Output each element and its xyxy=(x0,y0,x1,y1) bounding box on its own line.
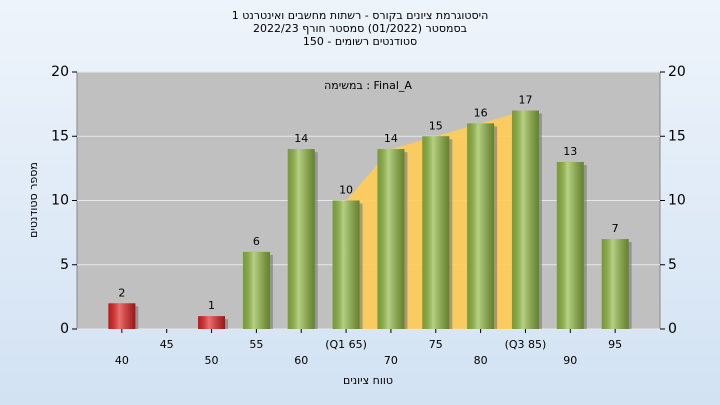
y2-tick-label: 5 xyxy=(668,257,677,273)
data-label: 2 xyxy=(118,286,125,299)
data-label: 10 xyxy=(339,184,353,197)
title-line: היסטוגרמת ציונים בקורס - רשתות מחשבים וא… xyxy=(232,9,489,22)
data-label: 13 xyxy=(563,145,577,158)
x-tick-label: 45 xyxy=(160,338,174,351)
y2-tick-label: 15 xyxy=(668,128,686,144)
data-label: 1 xyxy=(208,299,215,312)
data-label: 7 xyxy=(612,222,619,235)
x-tick-label: 60 xyxy=(294,354,308,367)
bar-shade xyxy=(422,136,450,329)
x-tick-label: 95 xyxy=(608,338,622,351)
bar-shade xyxy=(377,149,405,329)
title-line: בסמסטר (01/2022) סמסטר חורף 2022/23 xyxy=(253,22,467,35)
y-tick-label: 10 xyxy=(51,193,69,209)
y-tick-label: 5 xyxy=(60,257,69,273)
title-line: סטודנטים רשומים - 150 xyxy=(303,35,417,48)
y-tick-label: 20 xyxy=(51,64,69,80)
bar-shade xyxy=(198,316,226,329)
x-tick-label: (Q1 65) xyxy=(325,338,367,351)
data-label: 17 xyxy=(518,94,532,107)
data-label: 14 xyxy=(294,132,308,145)
x-tick-label: 40 xyxy=(115,354,129,367)
x-tick-label: 55 xyxy=(249,338,263,351)
x-tick-label: 75 xyxy=(429,338,443,351)
y2-tick-label: 20 xyxy=(668,64,686,80)
x-tick-label: 80 xyxy=(474,354,488,367)
data-label: 15 xyxy=(429,119,443,132)
bar-shade xyxy=(108,303,136,329)
data-label: 14 xyxy=(384,132,398,145)
x-tick-label: 70 xyxy=(384,354,398,367)
data-label: 16 xyxy=(474,106,488,119)
y-axis-label: מספר סטודנטים xyxy=(27,162,40,238)
x-tick-label: 90 xyxy=(563,354,577,367)
bar-shade xyxy=(511,110,539,329)
bar-shade xyxy=(601,239,629,329)
y2-tick-label: 10 xyxy=(668,193,686,209)
bar-shade xyxy=(556,161,584,329)
bar-shade xyxy=(467,123,495,330)
bar-shade xyxy=(287,149,315,329)
x-tick-label: 50 xyxy=(205,354,219,367)
annotation: במשימה : Final_A xyxy=(324,79,412,92)
x-tick-label: (Q3 85) xyxy=(505,338,547,351)
bar-shade xyxy=(242,251,270,329)
y2-tick-label: 0 xyxy=(668,321,677,337)
y-tick-label: 15 xyxy=(51,128,69,144)
data-label: 6 xyxy=(253,235,260,248)
y-tick-label: 0 xyxy=(60,321,69,337)
x-axis-label: טווח ציונים xyxy=(343,374,393,387)
bar-shade xyxy=(332,200,360,329)
